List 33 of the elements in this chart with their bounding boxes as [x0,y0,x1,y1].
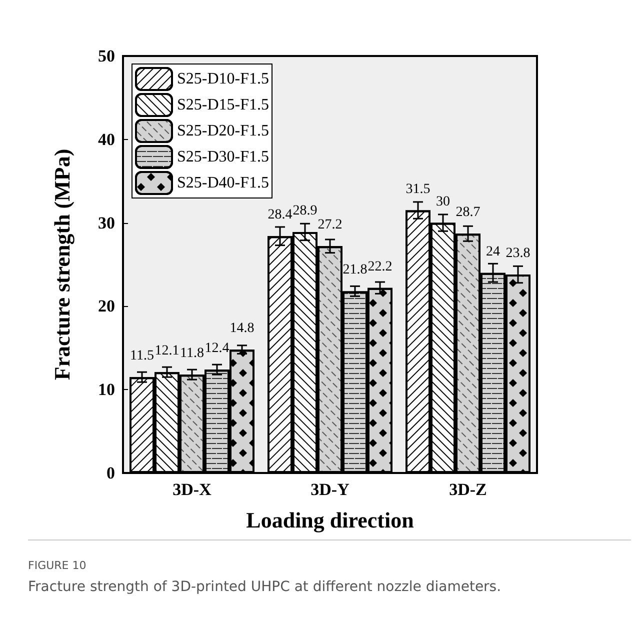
y-tick-label: 50 [98,46,115,66]
x-tick-label: 3D-Z [449,480,487,499]
data-label: 28.7 [456,205,480,220]
data-label: 21.8 [342,262,368,278]
data-label: 28.4 [268,208,292,223]
y-tick-label: 0 [106,464,115,482]
legend-label: S25-D15-F1.5 [177,96,270,114]
data-label: 12.1 [154,344,180,359]
data-label: 11.5 [130,348,154,364]
data-label: 22.2 [368,259,392,274]
caption: FIGURE 10 [28,559,86,572]
data-label: 23.8 [506,246,530,262]
y-tick-label: 20 [98,296,115,316]
legend-label: S25-D40-F1.5 [177,174,270,192]
x-tick-label: 3D-Y [310,480,350,499]
x-tick-label: 3D-X [172,480,212,499]
legend-label: S25-D20-F1.5 [177,122,270,140]
data-label: 28.9 [292,203,318,218]
y-axis-title: Fracture strength (MPa) [50,148,74,380]
data-label: 14.8 [230,321,254,336]
x-axis-title: Loading direction [246,508,414,532]
data-label: 27.2 [318,218,342,233]
legend-label: S25-D10-F1.5 [177,70,270,88]
y-tick-label: 40 [98,130,115,149]
y-tick-label: 30 [98,213,115,232]
data-label: 11.8 [180,346,204,362]
data-label: 12.4 [204,341,230,356]
legend-label: S25-D30-F1.5 [177,148,270,166]
data-label: 31.5 [406,182,430,197]
data-label: 30 [436,194,450,210]
text: Fracture strength of 3D-printed UHPC at different nozzle diameters. [28,579,502,595]
y-tick-label: 10 [98,380,115,400]
data-label: 24 [486,244,500,260]
